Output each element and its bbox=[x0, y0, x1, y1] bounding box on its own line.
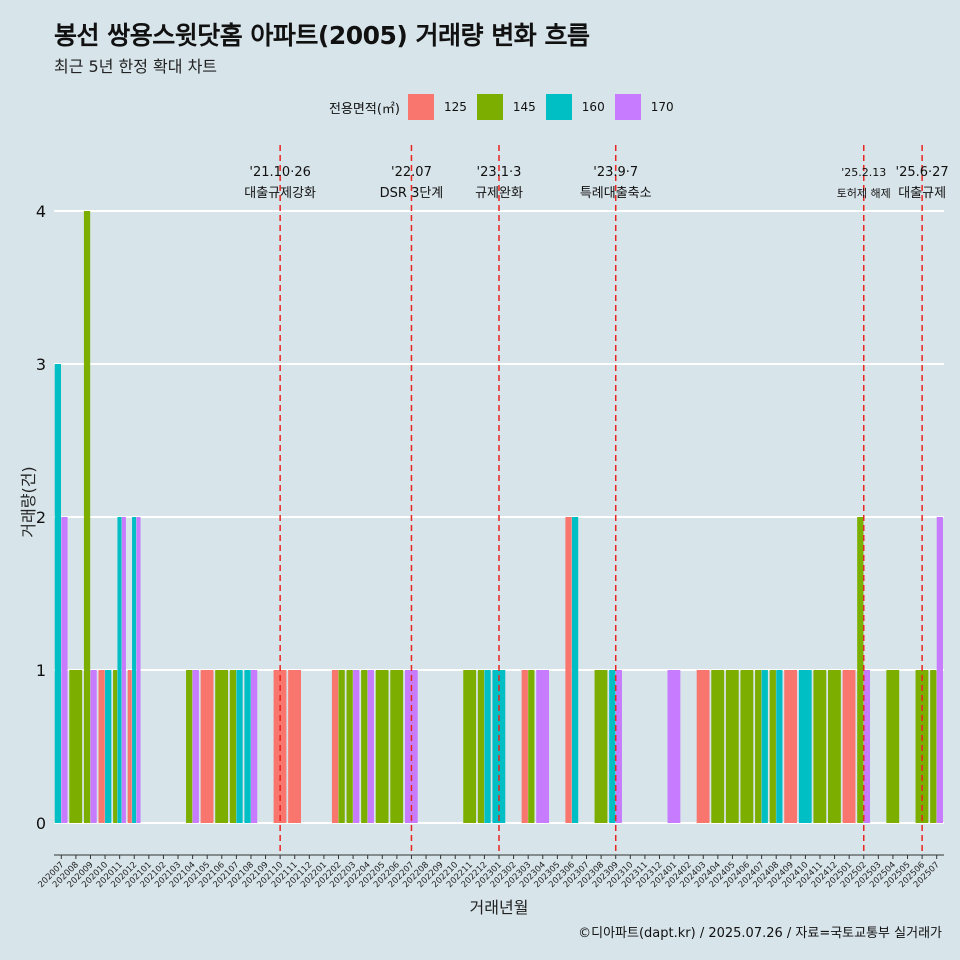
y-tick-label: 0 bbox=[36, 814, 46, 833]
bar-145-202507 bbox=[930, 670, 937, 823]
event-date-label: '23.1·3 bbox=[477, 165, 522, 180]
bar-170-202104 bbox=[192, 670, 199, 823]
legend-swatch-145 bbox=[476, 94, 503, 120]
bar-160-202410 bbox=[798, 670, 812, 823]
legend-title: 전용면적(㎡) bbox=[329, 101, 400, 117]
bar-170-202203 bbox=[353, 670, 360, 823]
bar-145-202411 bbox=[813, 670, 827, 823]
bar-160-202010 bbox=[105, 670, 112, 823]
bar-170-202009 bbox=[90, 670, 97, 823]
bar-145-202212 bbox=[477, 670, 485, 823]
bar-145-202009 bbox=[83, 211, 91, 823]
event-name-label: 대출규제 bbox=[898, 186, 946, 201]
legend-swatch-125 bbox=[407, 94, 434, 120]
y-axis-title: 거래량(건) bbox=[19, 466, 38, 537]
legend-label-170: 170 bbox=[650, 100, 674, 114]
bar-125-202306 bbox=[565, 517, 572, 823]
event-date-label: '23.9·7 bbox=[593, 165, 638, 180]
bar-145-202407 bbox=[755, 670, 762, 823]
event-name-label: DSR 3단계 bbox=[380, 186, 444, 201]
bar-145-202206 bbox=[390, 670, 404, 823]
bar-125-202111 bbox=[288, 670, 302, 823]
y-tick-label: 2 bbox=[36, 508, 46, 527]
event-date-label: '21.10·26 bbox=[249, 165, 310, 180]
y-tick-label: 3 bbox=[36, 355, 46, 374]
bar-170-202108 bbox=[250, 670, 258, 823]
bar-160-202212 bbox=[484, 670, 491, 823]
source-caption: ©디아파트(dapt.kr) / 2025.07.26 / 자료=국토교통부 실… bbox=[578, 926, 942, 941]
event-name-label: 특례대출축소 bbox=[580, 186, 652, 201]
legend-swatch-160 bbox=[545, 94, 572, 120]
bar-145-202502 bbox=[857, 517, 864, 823]
bar-160-202108 bbox=[244, 670, 251, 823]
bar-170-202011 bbox=[121, 517, 126, 823]
bar-145-202107 bbox=[229, 670, 237, 823]
bar-145-202303 bbox=[528, 670, 535, 823]
bar-145-202204 bbox=[361, 670, 368, 823]
legend: 전용면적(㎡) 125 145 160 170 bbox=[329, 93, 684, 121]
event-name-label: 대출규제강화 bbox=[244, 186, 316, 201]
event-date-label: '25.2.13 bbox=[841, 166, 886, 179]
event-name-label: 토허제 해제 bbox=[837, 186, 891, 200]
y-tick-label: 1 bbox=[36, 661, 46, 680]
bar-145-202412 bbox=[828, 670, 841, 823]
bar-145-202205 bbox=[375, 670, 389, 823]
bar-145-202104 bbox=[186, 670, 193, 823]
legend-label-125: 125 bbox=[443, 100, 467, 114]
chart-subtitle: 최근 5년 한정 확대 차트 bbox=[54, 57, 218, 76]
bar-170-202007 bbox=[61, 517, 68, 823]
bar-125-202202 bbox=[331, 670, 339, 823]
bar-125-202010 bbox=[98, 670, 105, 823]
legend-swatch-170 bbox=[614, 94, 641, 120]
event-name-label: 규제완화 bbox=[475, 186, 523, 201]
bar-145-202308 bbox=[594, 670, 608, 823]
bar-160-202012 bbox=[132, 517, 137, 823]
bar-145-202408 bbox=[769, 670, 776, 823]
bar-160-202011 bbox=[117, 517, 122, 823]
bar-145-202404 bbox=[711, 670, 725, 823]
bar-160-202408 bbox=[776, 670, 783, 823]
bar-160-202407 bbox=[761, 670, 768, 823]
bar-160-202309 bbox=[609, 670, 616, 823]
bar-170-202507 bbox=[936, 517, 943, 823]
bar-160-202306 bbox=[571, 517, 579, 823]
legend-item-125: 125 bbox=[407, 94, 467, 120]
bar-145-202106 bbox=[215, 670, 229, 823]
chart-title: 봉선 쌍용스윗닷홈 아파트(2005) 거래량 변화 흐름 bbox=[54, 21, 590, 50]
bar-145-202008 bbox=[69, 670, 83, 823]
bar-125-202012 bbox=[127, 670, 132, 823]
bar-170-202309 bbox=[615, 670, 622, 823]
bar-160-202107 bbox=[236, 670, 243, 823]
event-date-label: '22.07 bbox=[391, 165, 432, 180]
bar-170-202012 bbox=[136, 517, 141, 823]
x-axis-title: 거래년월 bbox=[470, 898, 529, 917]
bar-170-202304 bbox=[536, 670, 550, 823]
bar-170-202401 bbox=[667, 670, 681, 823]
bar-125-202501 bbox=[842, 670, 856, 823]
bar-160-202007 bbox=[54, 364, 61, 823]
legend-item-170: 170 bbox=[614, 94, 674, 120]
legend-item-160: 160 bbox=[545, 94, 605, 120]
bar-125-202409 bbox=[784, 670, 798, 823]
legend-item-145: 145 bbox=[476, 94, 536, 120]
event-date-label: '25.6·27 bbox=[896, 165, 949, 180]
legend-label-145: 145 bbox=[512, 100, 536, 114]
bar-145-202202 bbox=[338, 670, 345, 823]
bar-145-202406 bbox=[740, 670, 754, 823]
bar-145-202211 bbox=[463, 670, 477, 823]
bar-125-202403 bbox=[696, 670, 710, 823]
bar-145-202011 bbox=[113, 670, 118, 823]
bar-170-202204 bbox=[367, 670, 374, 823]
bar-145-202203 bbox=[346, 670, 353, 823]
bar-170-202502 bbox=[863, 670, 871, 823]
bar-125-202303 bbox=[521, 670, 528, 823]
bar-145-202405 bbox=[725, 670, 739, 823]
y-tick-label: 4 bbox=[36, 202, 46, 221]
legend-label-160: 160 bbox=[581, 100, 605, 114]
bar-145-202504 bbox=[886, 670, 900, 823]
bar-125-202105 bbox=[200, 670, 214, 823]
